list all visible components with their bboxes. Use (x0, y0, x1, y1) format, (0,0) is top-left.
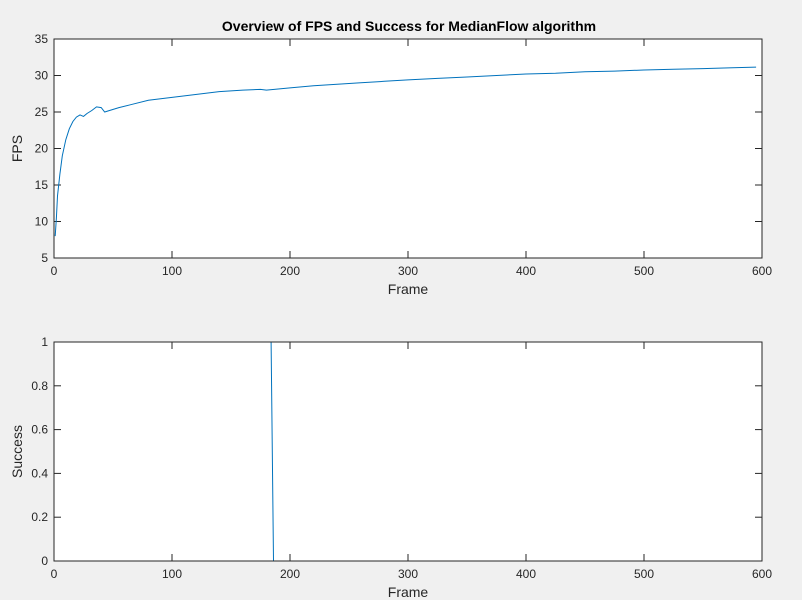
x-tick-label: 300 (398, 264, 418, 278)
y-tick-label: 15 (35, 178, 49, 192)
x-tick-label: 600 (752, 567, 772, 581)
x-axis-label: Frame (388, 281, 429, 297)
y-tick-label: 0.4 (31, 466, 48, 480)
fps-plot: 0 100 200 300 400 500 600 5 10 15 20 25 30 35 Frame FPS (9, 32, 772, 297)
x-tick-label: 100 (162, 264, 182, 278)
x-tick-label: 300 (398, 567, 418, 581)
y-tick-label: 10 (35, 215, 49, 229)
plot-frame (53, 341, 763, 562)
y-tick-label: 20 (35, 142, 49, 156)
y-tick-label: 35 (35, 32, 49, 46)
success-plot: 0 100 200 300 400 500 600 0 0.2 0.4 0.6 0.8 1 Frame Su… (9, 335, 772, 600)
chart-title: Overview of FPS and Success for MedianFl… (222, 18, 596, 34)
y-tick-label: 25 (35, 105, 49, 119)
x-tick-label: 0 (51, 264, 58, 278)
x-tick-label: 400 (516, 264, 536, 278)
plot-frame (53, 38, 763, 259)
x-tick-label: 400 (516, 567, 536, 581)
x-tick-label: 100 (162, 567, 182, 581)
y-tick-label: 0.6 (31, 423, 48, 437)
plot-area (54, 342, 762, 561)
y-tick-label: 0.2 (31, 510, 48, 524)
series-line-0-0 (54, 66, 757, 237)
x-tick-label: 200 (280, 264, 300, 278)
y-tick-label: 0.8 (31, 379, 48, 393)
y-tick-label: 30 (35, 69, 49, 83)
x-tick-label: 200 (280, 567, 300, 581)
plot-area (54, 39, 762, 258)
x-axis-label: Frame (388, 584, 429, 600)
x-tick-label: 0 (51, 567, 58, 581)
x-tick-label: 600 (752, 264, 772, 278)
y-axis-label: Success (9, 425, 25, 478)
y-tick-label: 0 (41, 554, 48, 568)
y-tick-label: 5 (41, 251, 48, 265)
x-tick-label: 500 (634, 264, 654, 278)
y-tick-label: 1 (41, 335, 48, 349)
x-tick-label: 500 (634, 567, 654, 581)
y-axis-label: FPS (9, 135, 25, 162)
